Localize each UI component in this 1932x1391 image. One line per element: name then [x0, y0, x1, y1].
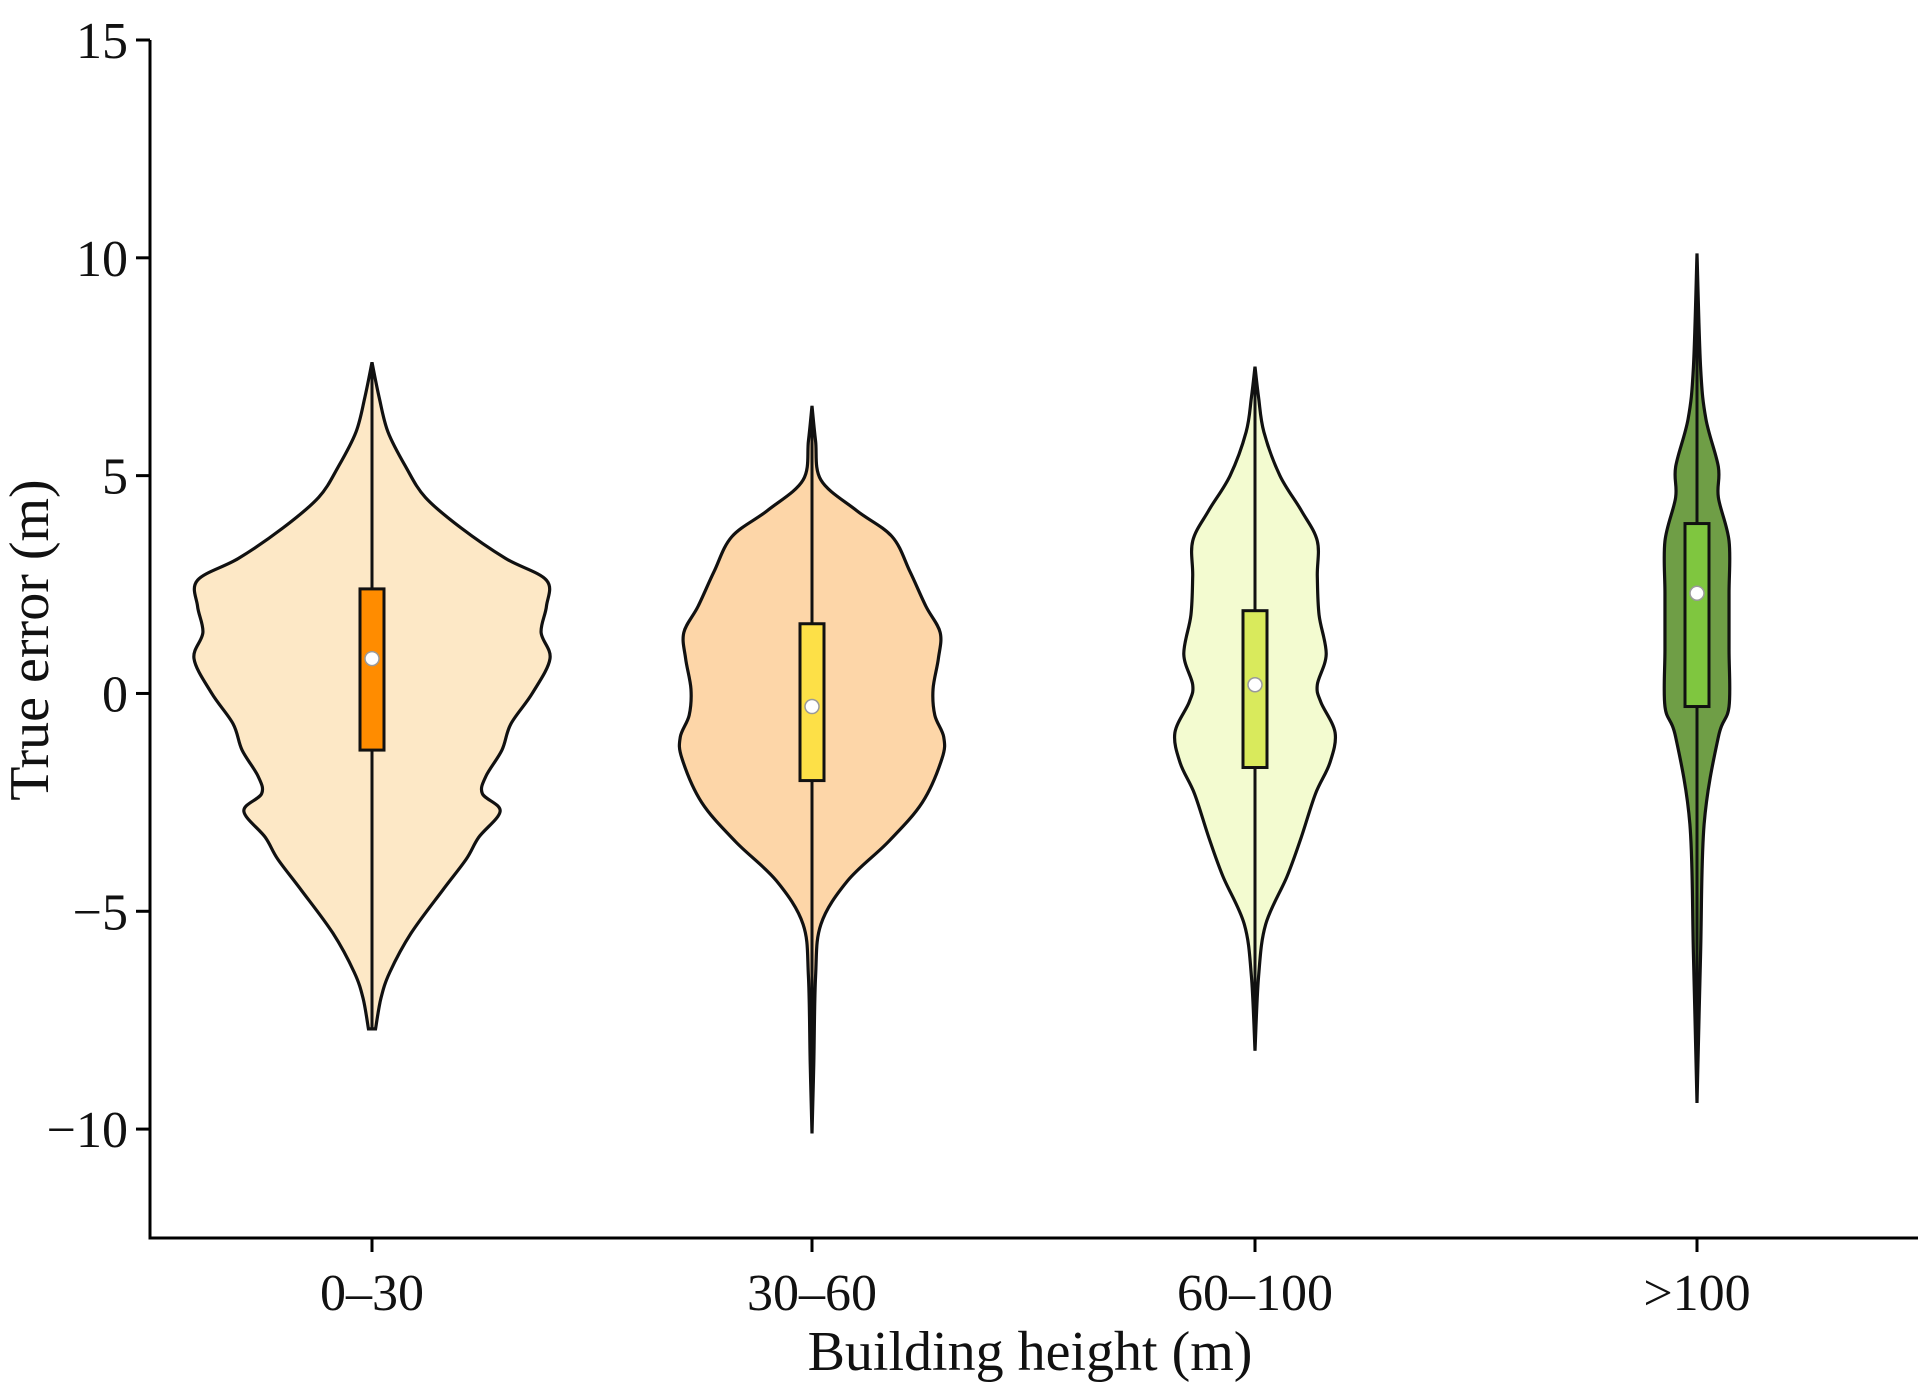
- y-tick-label: −5: [73, 884, 128, 941]
- y-tick-label: 0: [102, 666, 128, 723]
- median-point: [804, 698, 820, 715]
- y-tick-label: 10: [76, 231, 128, 288]
- y-tick-label: −10: [47, 1102, 128, 1159]
- iqr-box: [1683, 522, 1711, 709]
- median-point: [1689, 585, 1705, 602]
- violin-3: [1172, 366, 1338, 1051]
- axes-group: [148, 40, 1918, 1240]
- y-tick-label: 15: [76, 13, 128, 70]
- y-ticks: 15 10 5 0 −5 −10: [47, 13, 150, 1159]
- axis-frame: [148, 40, 1918, 1240]
- violin-4: [1662, 253, 1732, 1103]
- x-tick-label: 30–60: [747, 1265, 877, 1322]
- iqr-box: [358, 587, 386, 752]
- y-axis-title: True error (m): [0, 479, 61, 800]
- violin-1: [192, 362, 552, 1031]
- median-point: [1247, 676, 1263, 693]
- y-tick-label: 5: [102, 449, 128, 506]
- x-tick-label: >100: [1643, 1265, 1750, 1322]
- median-point: [364, 650, 380, 667]
- x-axis-title: Building height (m): [808, 1321, 1253, 1383]
- violin-group: [192, 253, 1732, 1134]
- x-tick-label: 60–100: [1177, 1265, 1333, 1322]
- x-ticks: 0–30 30–60 60–100 >100: [320, 1238, 1751, 1322]
- violin-2: [677, 405, 947, 1134]
- x-tick-label: 0–30: [320, 1265, 424, 1322]
